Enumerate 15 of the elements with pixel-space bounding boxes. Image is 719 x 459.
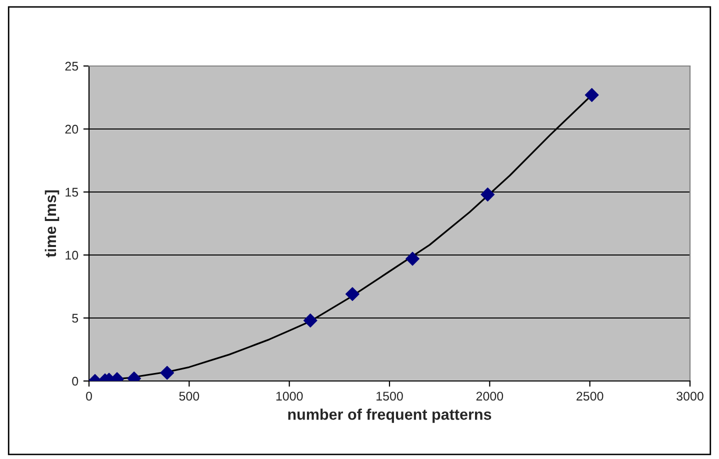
- y-tick-label: 25: [65, 62, 78, 71]
- x-tick-label: 1000: [276, 392, 303, 401]
- x-tick-label: 2000: [476, 392, 504, 401]
- x-tick-label: 500: [179, 392, 200, 401]
- x-axis-title: number of frequent patterns: [288, 408, 492, 423]
- y-tick-label: 0: [72, 376, 78, 386]
- y-tick-label: 5: [72, 314, 78, 323]
- y-tick-label: 20: [65, 124, 78, 134]
- x-tick-label: 3000: [676, 392, 704, 401]
- x-tick-label: 2500: [576, 392, 604, 401]
- x-tick-label: 1500: [376, 392, 403, 401]
- y-tick-label: 10: [66, 250, 78, 260]
- y-axis-title: time [ms]: [44, 190, 60, 258]
- x-tick-label: 0: [86, 392, 92, 401]
- y-tick-label: 15: [66, 188, 78, 197]
